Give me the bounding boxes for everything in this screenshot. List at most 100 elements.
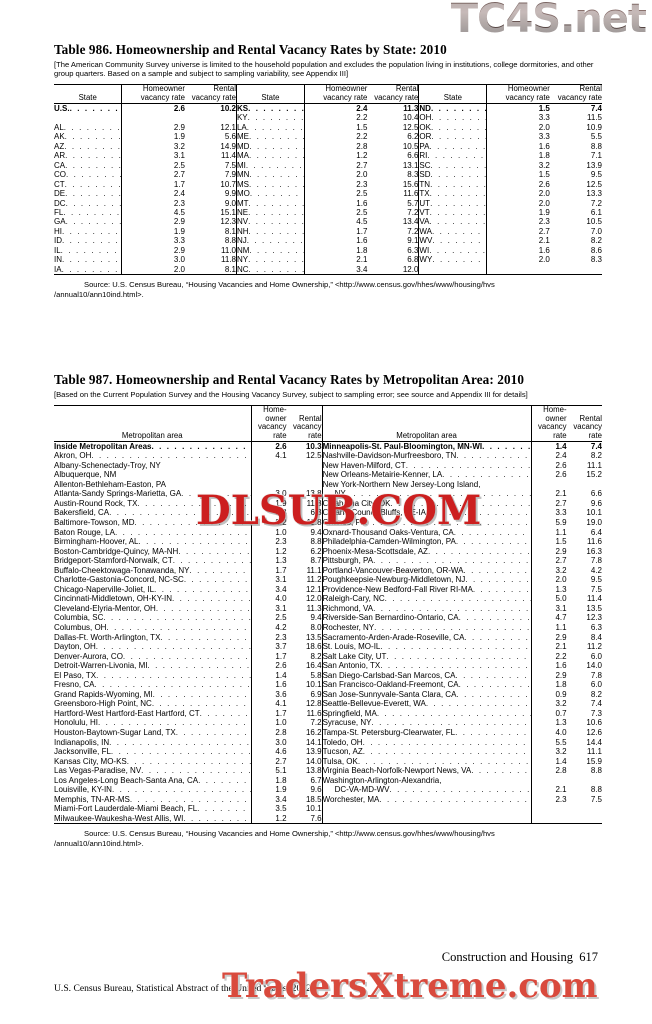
row-value: 1.8 [250, 775, 287, 786]
row-value: 6.0 [590, 680, 602, 690]
row-label: Phoenix-Mesa-Scottsdale, AZ . . . . . . … [321, 546, 532, 557]
row-value: 2.0 [303, 170, 368, 180]
row-value: 1.5 [530, 537, 567, 547]
table-row: Bakersfield, CA . . . . . . . . . . . . … [54, 508, 602, 518]
row-value: 2.9 [530, 632, 567, 643]
row-value: 3.0 [250, 489, 287, 499]
row-label: ME . . . . . . . . . . . . . . . . . . .… [235, 132, 305, 142]
row-value: 13.4 [402, 217, 419, 227]
row-value: 12.0 [402, 264, 419, 274]
table-row: CT . . . . . . . . . . . . . . . . . . .… [54, 179, 602, 190]
row-value: 11.1 [306, 565, 322, 575]
row-value: 2.8 [303, 141, 368, 152]
row-value: 6.3 [590, 622, 602, 632]
row-value: 3.3 [486, 132, 550, 142]
table-row: Greensboro-High Point, NC . . . . . . . … [54, 699, 602, 709]
table-row: Austin-Round Rock, TX . . . . . . . . . … [54, 498, 602, 509]
row-label: San Diego-Carlsbad-San Marcos, CA . . . … [321, 670, 532, 681]
row-label: Raleigh-Cary, NC . . . . . . . . . . . .… [321, 594, 532, 604]
row-label: Allenton-Bethleham-Easton, PA [54, 479, 166, 489]
row-label: Toledo, OH . . . . . . . . . . . . . . .… [321, 737, 532, 748]
table-986-source-line2: /annual10/ann10ind.html>. [54, 289, 144, 299]
row-value: 8.8 [590, 141, 602, 151]
table-row: Inside Metropolitan Areas . . . . . . . … [54, 441, 602, 452]
row-value: 1.2 [250, 813, 287, 824]
row-value: 13.9 [586, 160, 602, 170]
row-label: Los Angeles-Long Beach-Santa Ana, CA . .… [54, 775, 251, 785]
table-row: DC . . . . . . . . . . . . . . . . . . .… [54, 198, 602, 208]
table-row: CO . . . . . . . . . . . . . . . . . . .… [54, 170, 602, 180]
row-label: OH . . . . . . . . . . . . . . . . . . .… [418, 113, 487, 123]
row-value: 3.0 [250, 737, 287, 748]
row-label: Nashville-Davidson-Murfreesboro, TN . . … [321, 451, 532, 461]
row-value: 1.5 [303, 122, 368, 133]
row-value: 3.2 [486, 160, 550, 171]
table-row: DE . . . . . . . . . . . . . . . . . . .… [54, 189, 602, 199]
row-value: 16.2 [305, 727, 322, 737]
row-value: 13.8 [305, 489, 322, 499]
table-987-bottom-rule [54, 823, 602, 825]
row-value: 2.9 [121, 217, 185, 227]
row-label: Austin-Round Rock, TX . . . . . . . . . … [54, 498, 251, 508]
row-value: 7.4 [590, 441, 602, 451]
row-label: KY . . . . . . . . . . . . . . . . . . .… [235, 113, 305, 123]
row-label: NY . . . . . . . . . . . . . . . . . . .… [321, 489, 532, 499]
row-value: 8.3 [407, 170, 419, 180]
row-value: 13.3 [586, 189, 602, 199]
row-value: 2.6 [530, 470, 567, 480]
col-header-state-2: State [235, 84, 305, 104]
row-label: NJ . . . . . . . . . . . . . . . . . . .… [235, 236, 305, 246]
row-label: Oklahoma City, OK . . . . . . . . . . . … [321, 498, 532, 509]
row-value: 7.2 [407, 226, 419, 236]
row-value: 1.6 [486, 141, 550, 152]
table-row: El Paso, TX . . . . . . . . . . . . . . … [54, 670, 602, 681]
table-row: Charlotte-Gastonia-Concord, NC-SC . . . … [54, 575, 602, 585]
row-value: 3.6 [250, 689, 287, 700]
row-value: 2.7 [530, 556, 567, 566]
row-label: Kansas City, MO-KS . . . . . . . . . . .… [54, 756, 251, 766]
row-label: Columbus, OH . . . . . . . . . . . . . .… [54, 622, 251, 632]
table-row: AK . . . . . . . . . . . . . . . . . . .… [54, 132, 602, 142]
row-value: 2.9 [530, 546, 567, 557]
table-row: Birmingham-Hoover, AL . . . . . . . . . … [54, 537, 602, 547]
table-row: Louisville, KY-IN . . . . . . . . . . . … [54, 785, 602, 795]
row-value: 1.1 [530, 622, 567, 633]
row-value [567, 814, 602, 824]
row-label: Louisville, KY-IN . . . . . . . . . . . … [54, 785, 251, 795]
row-value: 13.1 [402, 160, 419, 170]
table-row: AZ . . . . . . . . . . . . . . . . . . .… [54, 141, 602, 152]
row-value: 1.2 [250, 546, 287, 557]
row-label: Cleveland-Elyria-Mentor, OH . . . . . . … [54, 603, 252, 613]
row-value: 1.4 [530, 756, 567, 767]
row-value: 13.9 [305, 747, 322, 757]
row-label: Richmond, VA . . . . . . . . . . . . . .… [321, 603, 532, 614]
row-value: 2.4 [530, 451, 567, 461]
row-value: 2.3 [530, 794, 567, 805]
row-value: 2.3 [121, 198, 185, 208]
row-value [567, 804, 602, 814]
row-label: NY . . . . . . . . . . . . . . . . . . .… [235, 255, 305, 265]
table-row: Jacksonville, FL . . . . . . . . . . . .… [54, 747, 602, 757]
row-value: 16.4 [305, 661, 322, 671]
col-header-area-1: Metropolitan area [121, 430, 183, 440]
row-value: 3.3 [121, 236, 185, 246]
row-label [418, 264, 487, 275]
row-value [250, 460, 287, 471]
row-label: Riverside-San Bernardino-Ontario, CA . .… [321, 613, 532, 623]
row-value: 5.5 [530, 737, 567, 748]
row-value [530, 804, 567, 814]
row-value: 2.1 [530, 489, 567, 499]
row-value: 1.3 [250, 556, 287, 566]
table-row: Fresno, CA . . . . . . . . . . . . . . .… [54, 680, 602, 690]
watermark-tc4s: TC4S.net [451, 0, 647, 42]
row-value: 9.5 [590, 170, 602, 180]
col-header-homeowner-3: Homeowner vacancy rate [486, 85, 550, 104]
table-row: Bridgeport-Stamford-Norwalk, CT . . . . … [54, 556, 602, 566]
row-value: 12.3 [586, 613, 602, 623]
row-value: 11.8 [306, 517, 322, 527]
row-label: Honolulu, HI . . . . . . . . . . . . . .… [54, 718, 251, 728]
row-label: New Haven-Milford, CT . . . . . . . . . … [321, 460, 532, 471]
row-value: 10.2 [220, 104, 236, 113]
row-label: Hartford-West Hartford-East Hartford, CT… [54, 708, 251, 718]
